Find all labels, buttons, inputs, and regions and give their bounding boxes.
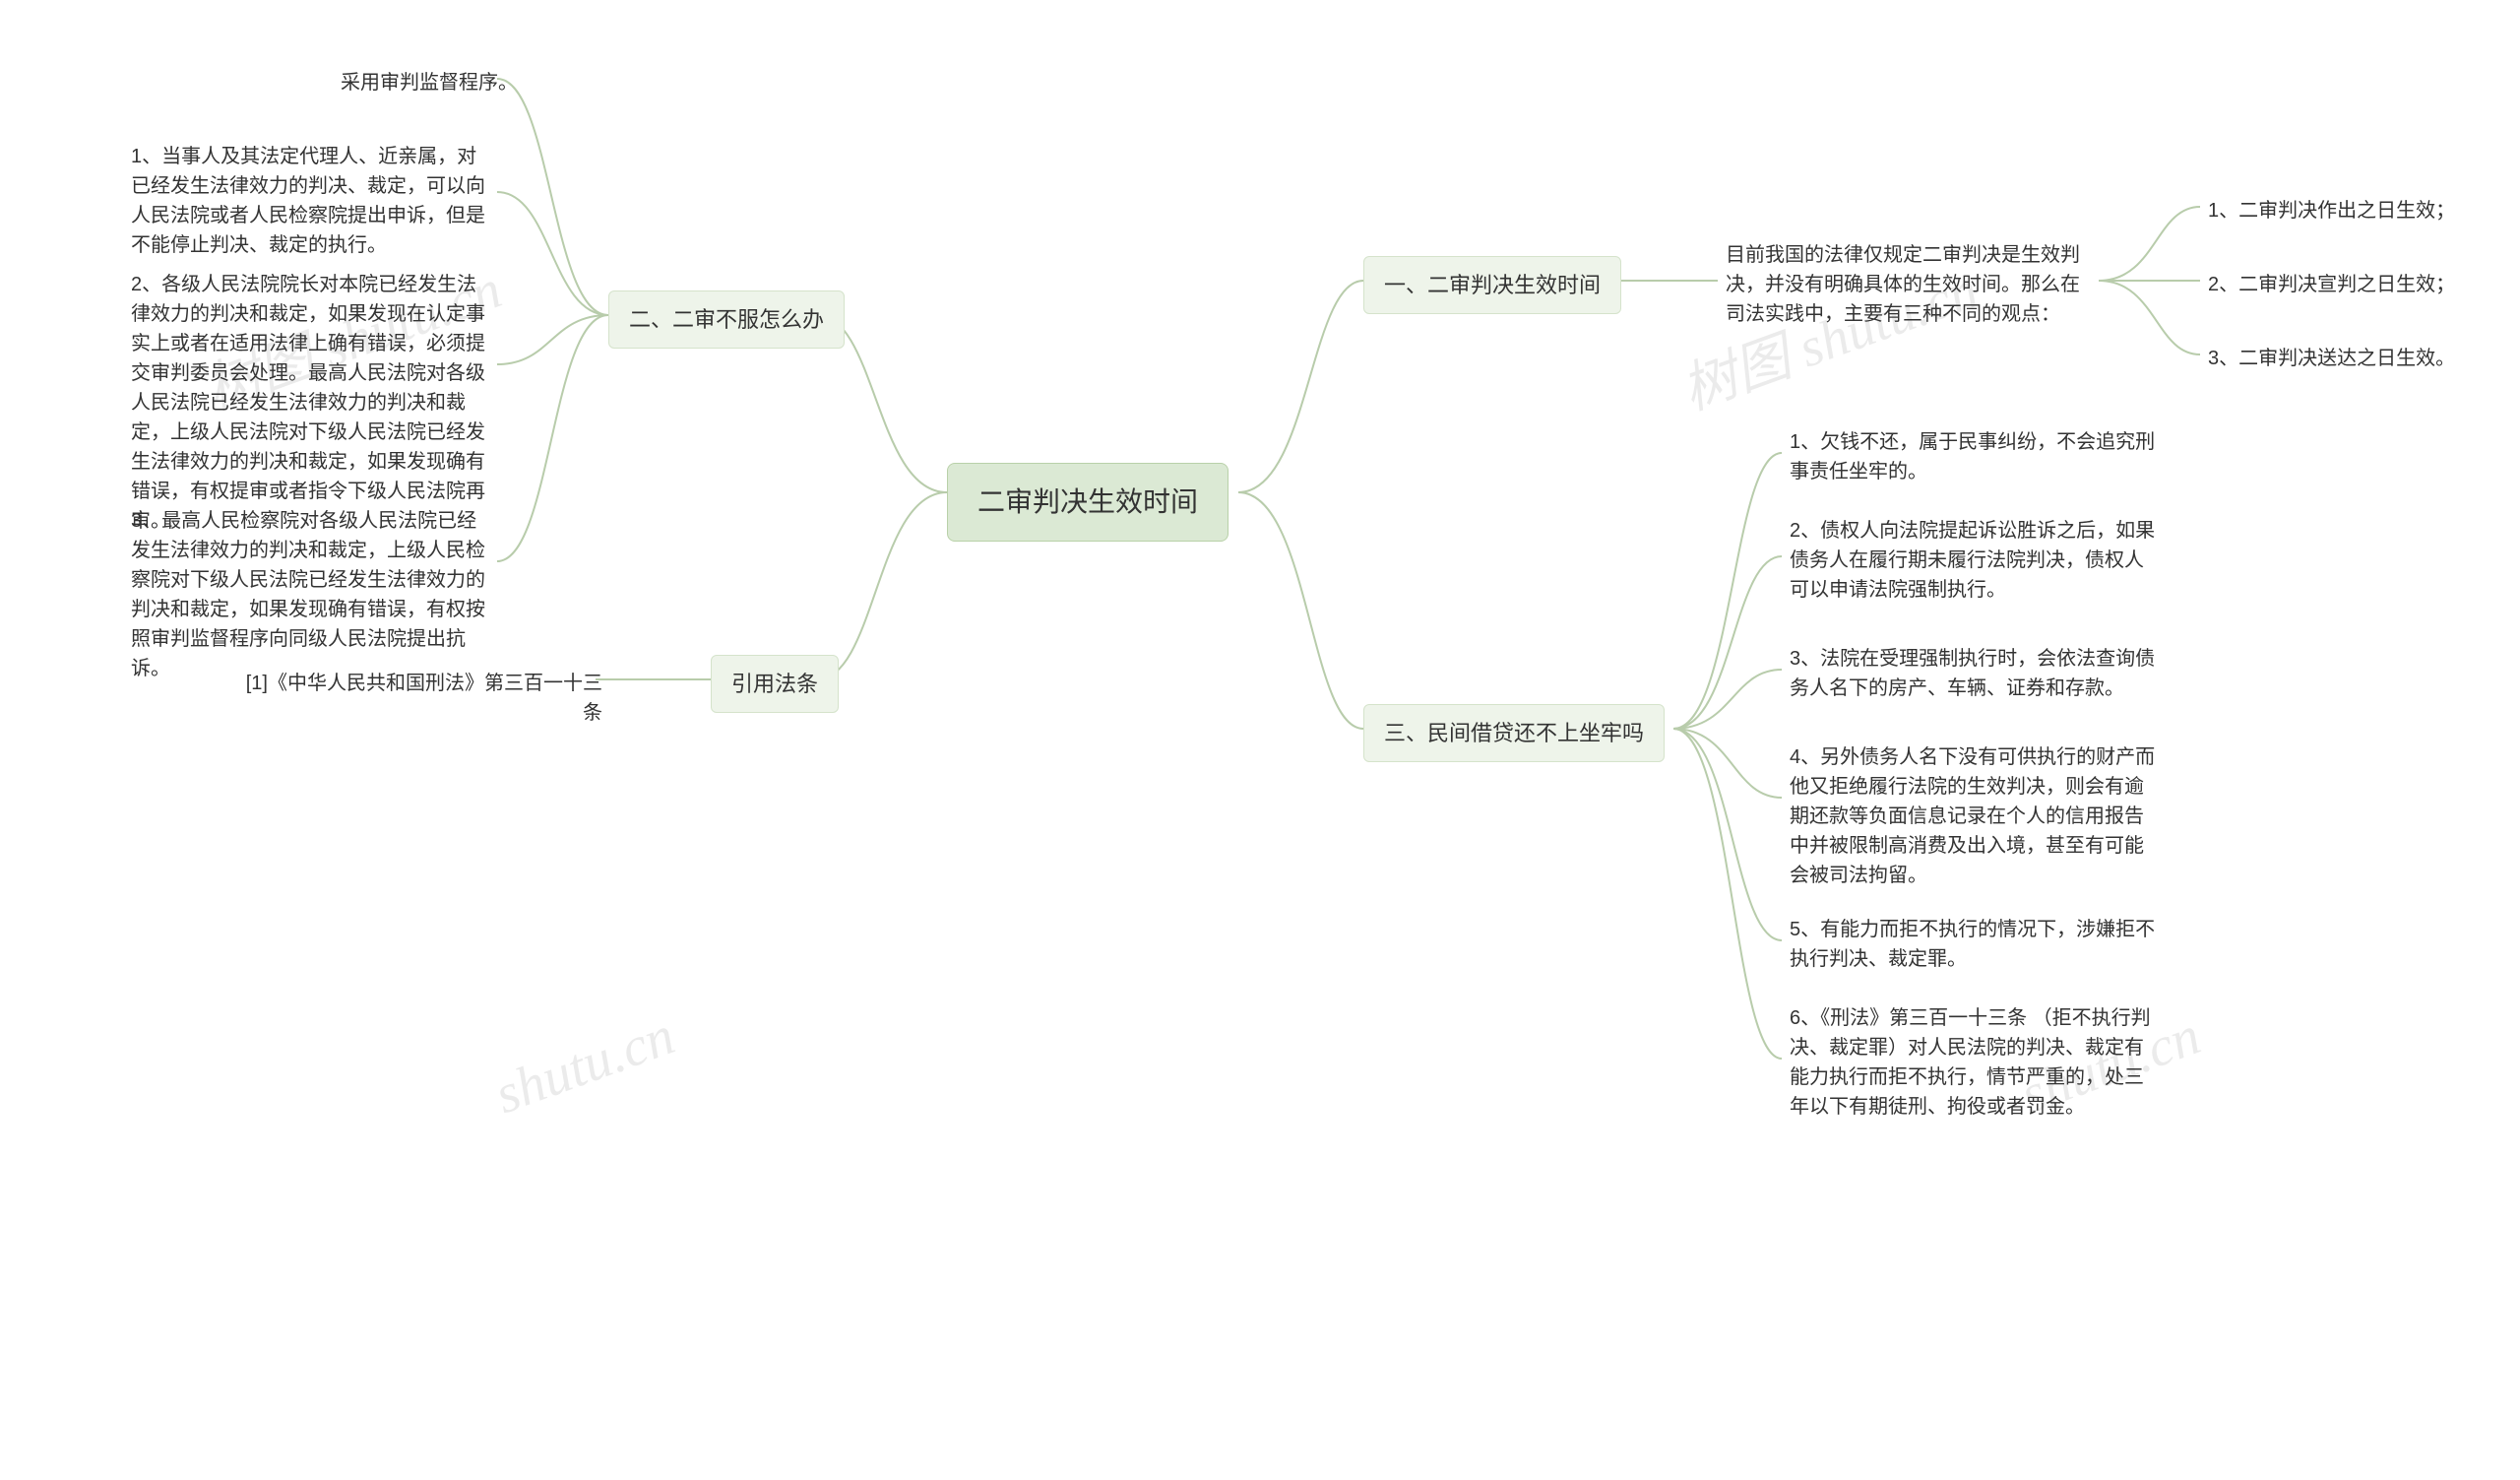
branch-3-item-2: 2、债权人向法院提起诉讼胜诉之后，如果债务人在履行期未履行法院判决，债权人可以申…	[1782, 512, 2166, 609]
branch-4[interactable]: 引用法条	[711, 655, 839, 713]
branch-1-item-3: 3、二审判决送达之日生效。	[2200, 340, 2463, 377]
branch-3-item-6: 6、《刑法》第三百一十三条 （拒不执行判决、裁定罪）对人民法院的判决、裁定有能力…	[1782, 999, 2166, 1126]
branch-2-item-1: 采用审判监督程序。	[333, 64, 526, 101]
branch-3-item-3: 3、法院在受理强制执行时，会依法查询债务人名下的房产、车辆、证券和存款。	[1782, 640, 2166, 707]
branch-1-mid: 目前我国的法律仅规定二审判决是生效判决，并没有明确具体的生效时间。那么在司法实践…	[1718, 236, 2102, 333]
branch-3-item-4: 4、另外债务人名下没有可供执行的财产而他又拒绝履行法院的生效判决，则会有逾期还款…	[1782, 739, 2166, 894]
watermark: shutu.cn	[487, 1004, 683, 1127]
branch-2[interactable]: 二、二审不服怎么办	[608, 290, 845, 349]
branch-1[interactable]: 一、二审判决生效时间	[1363, 256, 1621, 314]
branch-2-item-2: 1、当事人及其法定代理人、近亲属，对已经发生法律效力的判决、裁定，可以向人民法院…	[123, 138, 497, 264]
branch-1-item-2: 2、二审判决宣判之日生效；	[2200, 266, 2463, 303]
branch-2-item-3: 2、各级人民法院院长对本院已经发生法律效力的判决和裁定，如果发现在认定事实上或者…	[123, 266, 497, 540]
branch-1-item-1: 1、二审判决作出之日生效；	[2200, 192, 2463, 229]
branch-3-item-1: 1、欠钱不还，属于民事纠纷，不会追究刑事责任坐牢的。	[1782, 423, 2166, 490]
branch-4-item-1: [1]《中华人民共和国刑法》第三百一十三条	[236, 665, 610, 732]
root-node[interactable]: 二审判决生效时间	[947, 463, 1228, 542]
branch-3[interactable]: 三、民间借贷还不上坐牢吗	[1363, 704, 1665, 762]
branch-2-item-4: 3、最高人民检察院对各级人民法院已经发生法律效力的判决和裁定，上级人民检察院对下…	[123, 502, 497, 687]
mindmap-canvas: 树图 shutu.cn 树图 shutu.cn shutu.cn shutu.c…	[0, 0, 2520, 1480]
branch-3-item-5: 5、有能力而拒不执行的情况下，涉嫌拒不执行判决、裁定罪。	[1782, 911, 2166, 978]
